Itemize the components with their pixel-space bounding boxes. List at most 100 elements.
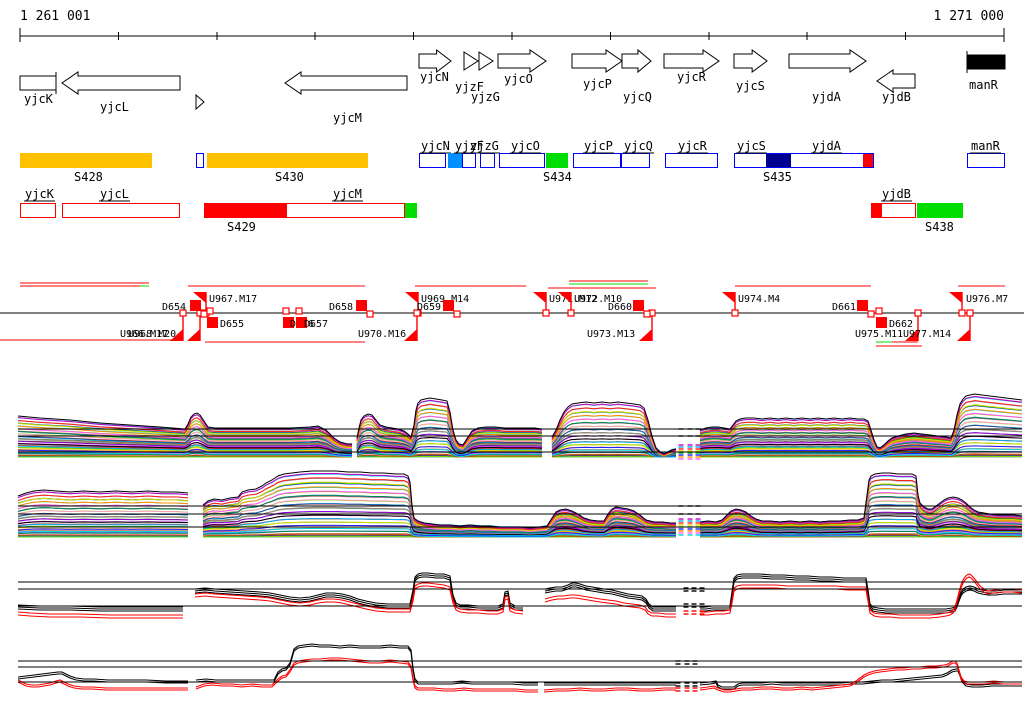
probe-flag-down-U966.M17[interactable] xyxy=(170,329,183,341)
probe-base-square xyxy=(295,307,303,315)
probe-label-U969.M14: U969.M14 xyxy=(421,294,469,305)
probe-flag-down-U975.M11[interactable] xyxy=(905,329,918,341)
profile-line xyxy=(699,416,1023,453)
profile-line xyxy=(202,470,676,529)
segment-S430[interactable] xyxy=(207,153,368,168)
segment-box[interactable] xyxy=(405,203,417,218)
profile-line xyxy=(700,575,1022,612)
segment-S438[interactable] xyxy=(917,203,963,218)
segment-S428[interactable] xyxy=(20,153,152,168)
segment-yjcN[interactable] xyxy=(419,153,446,168)
gene-rect-manR[interactable] xyxy=(966,54,1006,70)
profile-line xyxy=(357,455,542,458)
profile-line xyxy=(356,411,543,449)
profile-line xyxy=(356,426,543,453)
probe-flag-up-U967.M17[interactable] xyxy=(193,292,206,303)
gene-arrowhead-small[interactable] xyxy=(195,93,205,111)
profile-line xyxy=(356,403,543,448)
probe-flag-up-U971.M12[interactable] xyxy=(533,292,546,303)
gene-arrow-yjcO[interactable] xyxy=(497,49,547,73)
segment-yjcO[interactable] xyxy=(499,153,545,168)
segment-yjcL[interactable] xyxy=(62,203,180,218)
profile-line xyxy=(17,528,189,531)
gene-arrow-yjdB[interactable] xyxy=(876,69,916,93)
probe-marker-D656[interactable] xyxy=(283,317,294,328)
gene-arrow-yjcL[interactable] xyxy=(61,71,181,95)
probe-flag-up-U976.M7[interactable] xyxy=(949,292,962,303)
probe-marker-D655[interactable] xyxy=(207,317,218,328)
profile-line xyxy=(202,490,676,533)
profile-line xyxy=(17,412,352,445)
probe-flag-up-U969.M14[interactable] xyxy=(405,292,418,303)
expression-panel-4 xyxy=(17,643,1022,693)
profile-line xyxy=(17,500,189,507)
probe-label-D660: D660 xyxy=(608,302,632,313)
profile-line xyxy=(551,441,677,458)
gene-arrow-yjcS[interactable] xyxy=(733,49,768,73)
segment-yjdB[interactable] xyxy=(881,203,916,218)
segment-yjcS[interactable] xyxy=(734,153,874,168)
segment-S434[interactable] xyxy=(546,153,568,168)
segment-manR[interactable] xyxy=(967,153,1005,168)
probe-marker-D661[interactable] xyxy=(857,300,868,311)
segment-box[interactable] xyxy=(871,203,881,218)
probe-flag-down-U973.M13[interactable] xyxy=(639,329,652,341)
segment-box[interactable] xyxy=(196,153,204,168)
probe-marker-D659[interactable] xyxy=(443,300,454,311)
segment-box[interactable] xyxy=(448,153,462,168)
profile-line xyxy=(202,481,676,532)
segment-yjzF[interactable] xyxy=(462,153,476,168)
probe-base-square xyxy=(643,310,651,318)
profile-line xyxy=(551,403,677,456)
gene-arrowhead-yjzG[interactable] xyxy=(478,51,494,71)
segment-yjzG[interactable] xyxy=(480,153,495,168)
probe-marker-D660[interactable] xyxy=(633,300,644,311)
segment-S429[interactable] xyxy=(204,203,286,218)
gene-arrow-yjdA[interactable] xyxy=(788,49,867,73)
probe-flag-up-U974.M4[interactable] xyxy=(722,292,735,303)
profile-line xyxy=(202,518,676,537)
gene-arrow-yjcQ[interactable] xyxy=(621,48,652,74)
profile-line xyxy=(356,443,543,456)
profile-line xyxy=(699,453,1023,458)
profile-line xyxy=(356,440,543,456)
segment-yjcP[interactable] xyxy=(573,153,621,168)
gene-arrow-yjcR[interactable] xyxy=(663,49,720,73)
profile-line xyxy=(699,525,1023,536)
probe-flag-down-U968.M20[interactable] xyxy=(187,329,200,341)
probe-marker-D662[interactable] xyxy=(876,317,887,328)
gene-rect-yjcK[interactable] xyxy=(19,75,57,91)
profile-line xyxy=(195,657,538,691)
profile-line xyxy=(17,454,352,458)
segment-box[interactable] xyxy=(863,153,874,168)
profile-line xyxy=(17,437,352,453)
profile-line xyxy=(17,523,189,527)
probe-flag-down-U977.M14[interactable] xyxy=(957,329,970,341)
gene-arrow-yjcN[interactable] xyxy=(418,48,452,74)
gene-label-yjcS: yjcS xyxy=(736,79,765,93)
gene-arrowhead-yjzF[interactable] xyxy=(463,51,479,71)
profile-line xyxy=(699,448,1023,458)
gene-label-yjcM: yjcM xyxy=(333,111,362,125)
probe-label-U970.M16: U970.M16 xyxy=(358,329,406,340)
probe-marker-D654[interactable] xyxy=(190,300,201,311)
probe-flag-up-U972.M10[interactable] xyxy=(558,292,571,303)
probe-marker-D658[interactable] xyxy=(356,300,367,311)
segment-yjcM[interactable] xyxy=(286,203,405,218)
segment-yjcK[interactable] xyxy=(20,203,56,218)
probe-flag-down-U970.M16[interactable] xyxy=(404,329,417,341)
probe-label-U976.M7: U976.M7 xyxy=(966,294,1008,305)
profile-line xyxy=(699,483,1023,527)
segment-S435[interactable] xyxy=(766,153,791,168)
profile-line xyxy=(202,527,676,538)
gene-arrow-yjcP[interactable] xyxy=(571,49,623,73)
segment-yjcR[interactable] xyxy=(665,153,718,168)
gene-label-yjdA: yjdA xyxy=(812,90,842,104)
probe-marker-D657[interactable] xyxy=(296,317,307,328)
profile-line xyxy=(700,573,1023,616)
segment-yjcQ[interactable] xyxy=(621,153,650,168)
profile-line xyxy=(17,429,352,451)
gene-arrow-yjcM[interactable] xyxy=(284,71,408,95)
profile-line xyxy=(356,436,543,455)
